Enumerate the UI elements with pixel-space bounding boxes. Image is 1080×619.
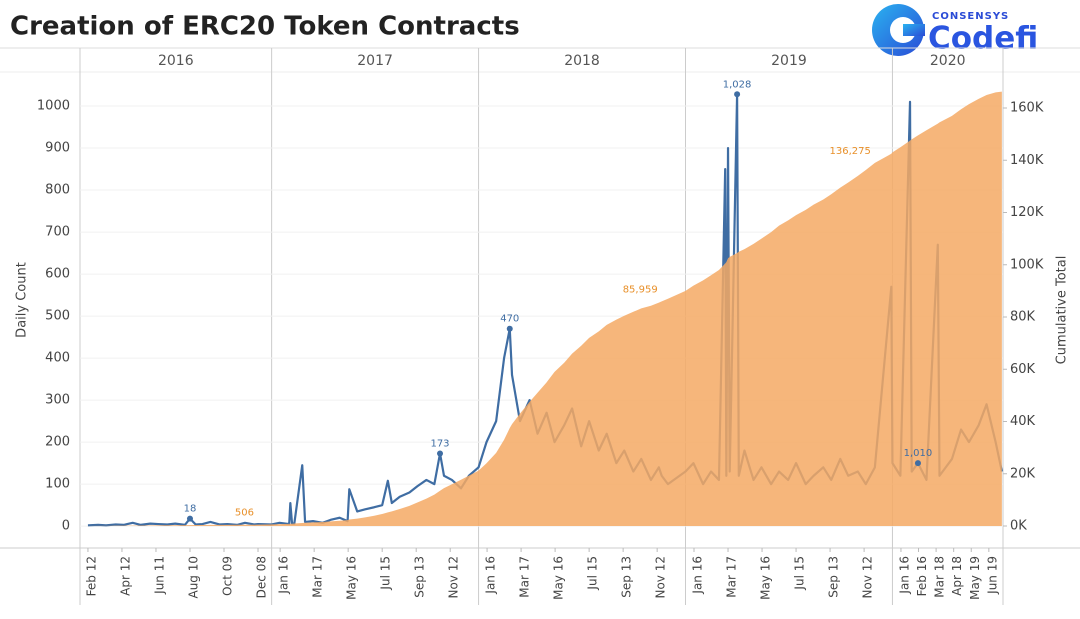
x-tick-label: Jul 15 (586, 556, 600, 591)
x-tick-label: Feb 16 (915, 556, 929, 596)
y-tick-label: 0 (62, 519, 70, 534)
x-tick-label: Jun 19 (985, 556, 999, 595)
annotation-label: 136,275 (830, 146, 871, 157)
x-tick-label: Nov 12 (654, 556, 668, 599)
annotation-dot (437, 450, 444, 457)
year-label: 2019 (771, 53, 807, 69)
annotation-label: 85,959 (623, 284, 658, 295)
y2-tick-label: 60K (1010, 362, 1036, 377)
x-tick-label: Nov 12 (447, 556, 461, 599)
x-tick-label: Jan 16 (484, 556, 498, 595)
x-tick-label: Oct 09 (221, 556, 235, 596)
y2-tick-label: 20K (1010, 466, 1036, 481)
x-tick-label: Mar 18 (933, 556, 947, 598)
x-tick-label: Jan 16 (277, 556, 291, 595)
x-tick-label: Jul 15 (793, 556, 807, 591)
chart-title: Creation of ERC20 Token Contracts (10, 12, 520, 42)
plot: 2016 2017 2018 2019 2020 0 100 200 300 400 500 600 7… (37, 48, 1044, 605)
y-tick-label: 100 (45, 477, 70, 492)
logo-name: Codefi (928, 21, 1038, 57)
y-tick-label: 700 (45, 225, 70, 240)
x-tick-label: Sep 13 (413, 556, 427, 598)
x-tick-label: May 19 (968, 556, 982, 600)
x-tick-label: Mar 17 (311, 556, 325, 598)
x-tick-label: Apr 18 (950, 556, 964, 596)
y-tick-label: 300 (45, 393, 70, 408)
x-tick-label: Sep 13 (827, 556, 841, 598)
x-tick-label: May 16 (345, 556, 359, 600)
y2-tick-label: 80K (1010, 310, 1036, 325)
logo: CONSENSYS Codefi (872, 4, 1038, 57)
y2-tick-label: 140K (1010, 153, 1044, 168)
annotation-label: 18 (184, 504, 197, 515)
year-label: 2018 (564, 53, 600, 69)
x-tick-label: Jul 15 (379, 556, 393, 591)
x-tick-label: Nov 12 (861, 556, 875, 599)
y2-tick-label: 120K (1010, 205, 1044, 220)
annotation-dot (506, 325, 513, 332)
cumulative-area (87, 91, 1002, 527)
annotation-label: 1,028 (723, 79, 752, 90)
year-label: 2017 (357, 53, 393, 69)
year-label: 2016 (158, 53, 194, 69)
annotation-label: 506 (235, 508, 254, 519)
x-tick-label: May 16 (759, 556, 773, 600)
y-axis-title: Daily Count (15, 262, 30, 338)
x-tick-label: Dec 08 (255, 556, 269, 598)
annotation-dot (186, 515, 193, 522)
y2-tick-label: 0K (1010, 519, 1027, 534)
x-tick-label: Sep 13 (620, 556, 634, 598)
y2-tick-label: 100K (1010, 257, 1044, 272)
x-tick-label: Feb 12 (84, 556, 98, 596)
y2-tick-label: 40K (1010, 414, 1036, 429)
x-tick-label: Jun 11 (152, 556, 166, 595)
y-tick-label: 500 (45, 309, 70, 324)
annotation-dot (734, 91, 741, 98)
y2-axis-title: Cumulative Total (1055, 256, 1070, 365)
logo-brand: CONSENSYS (932, 11, 1009, 22)
x-tick-label: Apr 12 (118, 556, 132, 596)
logo-icon-cut (903, 24, 925, 36)
x-tick-label: Jan 16 (897, 556, 911, 595)
annotation-label: 1,010 (904, 448, 933, 459)
y-tick-label: 200 (45, 435, 70, 450)
annotation-label: 173 (430, 438, 449, 449)
y-tick-label: 600 (45, 267, 70, 282)
y-tick-label: 800 (45, 183, 70, 198)
year-label: 2020 (930, 53, 966, 69)
x-tick-label: May 16 (552, 556, 566, 600)
annotation-label: 470 (500, 314, 519, 325)
annotation-dot (914, 460, 921, 467)
y-tick-label: 900 (45, 141, 70, 156)
x-tick-label: Mar 17 (518, 556, 532, 598)
y-tick-label: 400 (45, 351, 70, 366)
x-tick-label: Aug 10 (186, 556, 200, 599)
y-tick-label: 1000 (37, 99, 70, 114)
x-tick-label: Mar 17 (725, 556, 739, 598)
x-tick-label: Jan 16 (691, 556, 705, 595)
y2-tick-label: 160K (1010, 101, 1044, 116)
